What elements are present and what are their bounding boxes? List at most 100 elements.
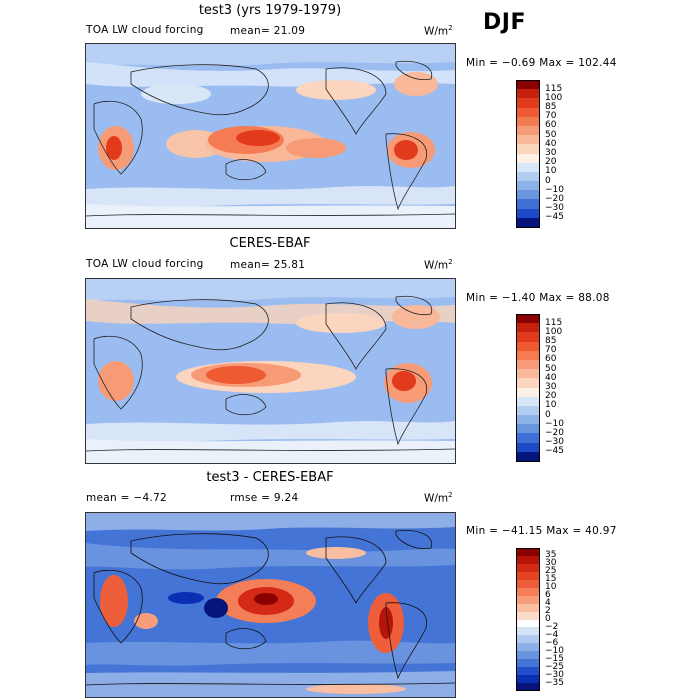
panel-title: test3 (yrs 1979-1979) <box>198 3 342 18</box>
colorbar-tick-label: −6 <box>545 637 559 648</box>
colorbar-tick-label: 10 <box>545 400 557 411</box>
colorbar-swatch <box>516 415 540 425</box>
colorbar-scale <box>516 80 540 228</box>
colorbar-tick-label: −45 <box>545 446 564 457</box>
units-label: W/m2 <box>424 24 453 38</box>
colorbar-swatch <box>516 563 540 573</box>
colorbar-tick-label: 4 <box>545 598 551 609</box>
colorbar-tick-label: −2 <box>545 621 559 632</box>
colorbar-swatch <box>516 350 540 361</box>
colorbar-swatch <box>516 675 540 684</box>
map-field <box>86 513 455 697</box>
colorbar-tick-label: −10 <box>545 418 564 429</box>
colorbar-swatch <box>516 190 540 200</box>
colorbar-tick-label: 20 <box>545 391 557 402</box>
colorbar-tick-label: 115 <box>545 83 563 94</box>
colorbar-tick-label: 40 <box>545 138 557 149</box>
colorbar: 35 30 25 15 10 6 4 2 0 −2 −4 −6 −10 −15 −25 −30 −35 <box>516 548 586 692</box>
colorbar-swatch <box>516 396 540 407</box>
colorbar-tick-label: 60 <box>545 354 557 365</box>
colorbar-swatch <box>516 595 540 605</box>
colorbar-tick-label: 70 <box>545 111 557 122</box>
colorbar-swatch <box>516 433 540 444</box>
min-max-label: Min = −0.69 Max = 102.44 <box>466 57 617 69</box>
mean-value: mean= 21.09 <box>230 25 306 37</box>
colorbar-swatch <box>516 332 540 343</box>
colorbar-swatch <box>516 80 540 90</box>
colorbar-swatch <box>516 555 540 565</box>
colorbar-swatch <box>516 405 540 416</box>
colorbar-tick-label: 35 <box>545 550 557 561</box>
colorbar-swatch <box>516 451 540 462</box>
colorbar-tick-label: 85 <box>545 102 557 113</box>
map-field <box>86 44 455 228</box>
mean-value: mean = −4.72 <box>86 492 168 504</box>
colorbar: 115 100 85 70 60 50 40 30 20 10 0 −10 −20 −30 −45 <box>516 314 586 462</box>
colorbar-swatch <box>516 217 540 228</box>
colorbar-tick-label: −45 <box>545 212 564 223</box>
map-field <box>86 279 455 463</box>
season-label: DJF <box>483 10 526 35</box>
colorbar-swatch <box>516 603 540 613</box>
colorbar-swatch <box>516 369 540 379</box>
colorbar-tick-label: 0 <box>545 614 551 624</box>
colorbar-tick-label: 30 <box>545 558 557 569</box>
colorbar-tick-label: 40 <box>545 372 557 383</box>
colorbar-swatch <box>516 548 540 557</box>
colorbar-tick-label: 50 <box>545 363 557 374</box>
colorbar-swatch <box>516 611 540 620</box>
colorbar-swatch <box>516 571 540 581</box>
variable-label: TOA LW cloud forcing <box>86 24 204 36</box>
colorbar-swatch <box>516 587 540 597</box>
map-panel <box>85 512 456 698</box>
colorbar-tick-label: −10 <box>545 645 564 656</box>
colorbar-swatch <box>516 171 540 182</box>
colorbar-tick-label: 0 <box>545 409 551 420</box>
colorbar-tick-label: 60 <box>545 120 557 131</box>
colorbar-tick-label: −30 <box>545 203 564 214</box>
colorbar-swatch <box>516 442 540 453</box>
colorbar-swatch <box>516 314 540 324</box>
colorbar-tick-label: 85 <box>545 336 557 347</box>
colorbar-swatch <box>516 643 540 652</box>
min-max-label: Min = −41.15 Max = 40.97 <box>466 525 617 537</box>
colorbar-swatch <box>516 323 540 333</box>
colorbar-tick-label: −25 <box>545 661 564 672</box>
colorbar-scale <box>516 314 540 462</box>
colorbar-tick-label: −20 <box>545 427 564 438</box>
colorbar-swatch <box>516 378 540 388</box>
colorbar-swatch <box>516 635 540 644</box>
colorbar-swatch <box>516 619 540 628</box>
colorbar-tick-label: 70 <box>545 345 557 356</box>
min-max-label: Min = −1.40 Max = 88.08 <box>466 292 610 304</box>
colorbar-swatch <box>516 579 540 589</box>
units-label: W/m2 <box>424 258 453 272</box>
colorbar-swatch <box>516 651 540 660</box>
variable-label: TOA LW cloud forcing <box>86 258 204 270</box>
colorbar-swatch <box>516 181 540 191</box>
colorbar-swatch <box>516 208 540 219</box>
colorbar-swatch <box>516 667 540 676</box>
colorbar-swatch <box>516 659 540 668</box>
panel-title: CERES-EBAF <box>229 236 311 251</box>
colorbar-tick-label: 10 <box>545 166 557 177</box>
colorbar-swatch <box>516 199 540 210</box>
colorbar-scale <box>516 548 540 692</box>
colorbar-swatch <box>516 359 540 370</box>
colorbar-tick-label: −35 <box>545 677 564 688</box>
colorbar-tick-label: 0 <box>545 175 551 186</box>
colorbar-tick-label: 20 <box>545 157 557 168</box>
colorbar-tick-label: 30 <box>545 382 557 392</box>
colorbar-swatch <box>516 153 540 164</box>
colorbar-swatch <box>516 116 540 127</box>
colorbar-tick-label: −10 <box>545 184 564 195</box>
colorbar-tick-label: 30 <box>545 148 557 158</box>
colorbar-swatch <box>516 89 540 99</box>
rmse-value: rmse = 9.24 <box>230 492 299 504</box>
map-panel <box>85 278 456 464</box>
map-panel <box>85 43 456 229</box>
colorbar-swatch <box>516 144 540 154</box>
colorbar-tick-label: −20 <box>545 193 564 204</box>
colorbar-tick-label: 100 <box>545 326 563 337</box>
colorbar-swatch <box>516 683 540 692</box>
